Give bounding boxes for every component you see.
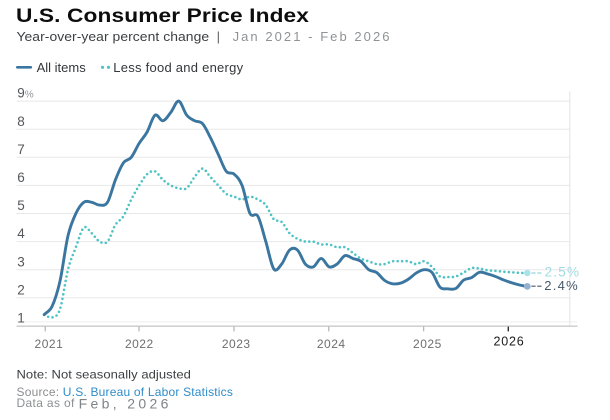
svg-text:2.5%: 2.5% bbox=[545, 265, 581, 280]
svg-text:7: 7 bbox=[17, 142, 25, 157]
svg-text:Data as of: Data as of bbox=[17, 396, 76, 410]
svg-text:2024: 2024 bbox=[317, 337, 346, 351]
svg-text:All items: All items bbox=[37, 60, 87, 75]
svg-text:2021: 2021 bbox=[35, 337, 64, 351]
svg-text:8: 8 bbox=[17, 114, 25, 129]
svg-text:Year-over-year percent change: Year-over-year percent change bbox=[16, 29, 209, 43]
svg-text:3: 3 bbox=[17, 254, 25, 269]
svg-text:2026: 2026 bbox=[493, 335, 524, 349]
svg-text:4: 4 bbox=[17, 226, 25, 241]
svg-text:2025: 2025 bbox=[413, 337, 442, 351]
svg-text:Source: U.S. Bureau of Labor S: Source: U.S. Bureau of Labor Statistics bbox=[17, 385, 234, 399]
svg-text:6: 6 bbox=[17, 170, 25, 185]
svg-text:2: 2 bbox=[17, 282, 25, 297]
svg-text:Note: Not seasonally adjusted: Note: Not seasonally adjusted bbox=[16, 368, 190, 381]
svg-text:Jan 2021 - Feb 2026: Jan 2021 - Feb 2026 bbox=[233, 29, 392, 44]
svg-text:Less food and energy: Less food and energy bbox=[113, 60, 243, 75]
svg-text:U.S. Consumer Price Index: U.S. Consumer Price Index bbox=[16, 5, 309, 26]
svg-text:2.4%: 2.4% bbox=[544, 278, 579, 293]
svg-text:2022: 2022 bbox=[125, 337, 154, 351]
svg-text:9%: 9% bbox=[17, 86, 34, 101]
svg-text:1: 1 bbox=[17, 311, 25, 326]
svg-text:5: 5 bbox=[17, 198, 25, 213]
svg-text:2023: 2023 bbox=[222, 337, 251, 351]
svg-text:Feb, 2026: Feb, 2026 bbox=[79, 395, 172, 411]
svg-text:|: | bbox=[217, 29, 220, 44]
